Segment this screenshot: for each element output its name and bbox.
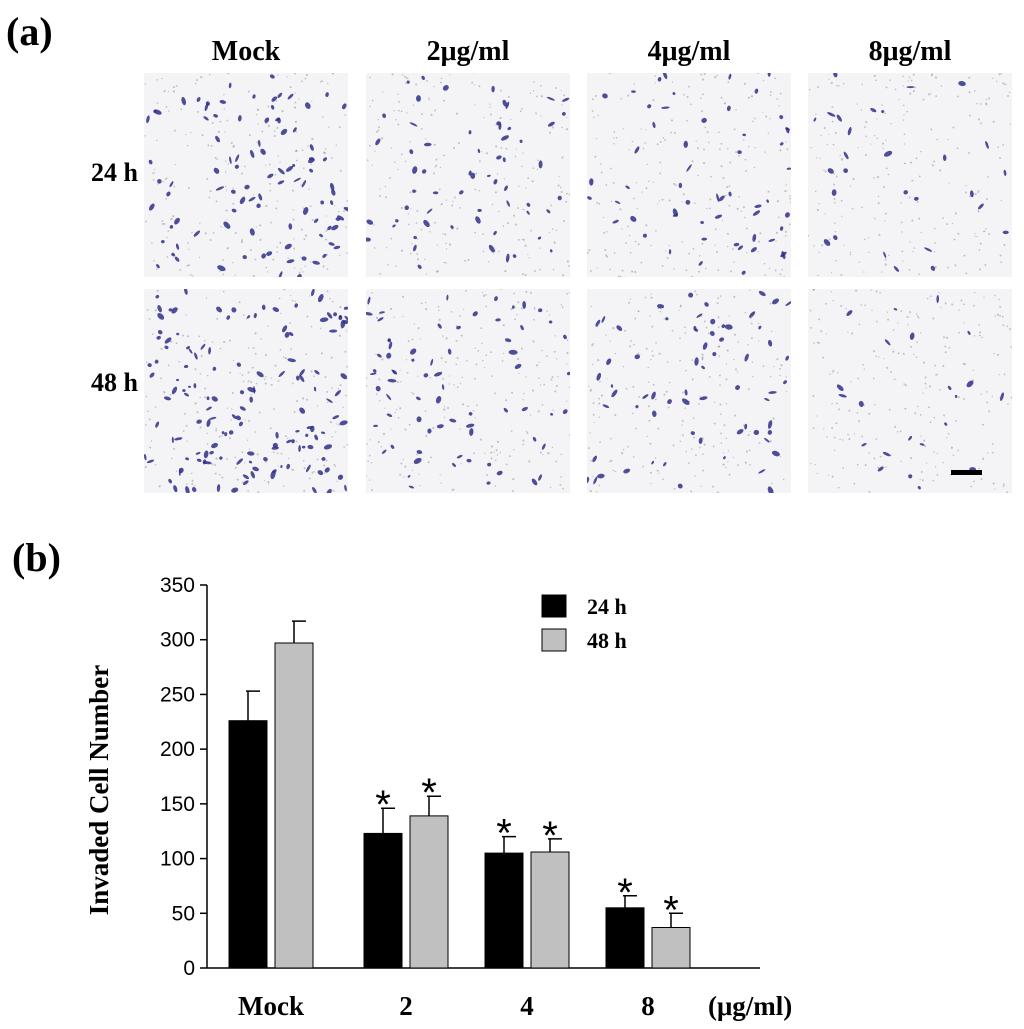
micrograph-24h-2ug: [366, 73, 570, 277]
significance-marker: *: [496, 812, 512, 856]
significance-marker: *: [542, 814, 558, 858]
column-header-mock: Mock: [211, 36, 281, 67]
y-tick-label: 250: [160, 683, 195, 706]
x-unit-label: (μg/ml): [708, 991, 792, 1021]
row-header-24h: 24 h: [91, 158, 138, 187]
bar-24h-8: [605, 907, 645, 969]
error-bar: [502, 835, 516, 854]
column-header-8ug: 8μg/ml: [868, 36, 952, 67]
micrograph-48h-8ug: [808, 289, 1012, 493]
micrograph-48h-2ug: [366, 289, 570, 493]
micrograph-24h-mock: [144, 73, 348, 277]
bar-chart: 0 50 100 150 200 250 300 350 Invaded Cell Number…: [84, 574, 792, 1021]
error-bar: [292, 620, 306, 643]
bar-48h-4: [530, 851, 570, 969]
micrograph-48h-4ug: [587, 289, 791, 493]
x-category-label: 8: [641, 991, 655, 1021]
y-axis-label: Invaded Cell Number: [84, 665, 114, 916]
error-bar: [246, 690, 260, 721]
column-header-2ug: 2μg/ml: [426, 36, 510, 67]
scale-bar: [951, 470, 982, 475]
error-bar: [427, 795, 441, 816]
micrograph-24h-8ug: [808, 73, 1012, 277]
x-category-label: Mock: [238, 991, 304, 1021]
bar-24h-Mock: [228, 720, 268, 969]
y-tick-label: 200: [160, 738, 195, 761]
x-category-label: 2: [399, 991, 413, 1021]
legend-label: 48 h: [587, 628, 627, 653]
y-tick-label: 50: [172, 902, 195, 925]
row-header-48h: 48 h: [91, 368, 138, 397]
legend-label: 24 h: [587, 594, 627, 619]
bar-24h-2: [363, 832, 403, 969]
micrograph-48h-mock: [144, 289, 348, 493]
bar-48h-Mock: [274, 642, 314, 969]
column-header-4ug: 4μg/ml: [647, 36, 731, 67]
legend-swatch: [541, 594, 567, 618]
error-bar: [381, 807, 395, 834]
error-bar: [669, 912, 683, 928]
y-tick-label: 150: [160, 793, 195, 816]
bar-48h-2: [409, 815, 449, 969]
significance-marker: *: [663, 888, 679, 932]
significance-marker: *: [421, 771, 437, 815]
x-category-label: 4: [520, 991, 534, 1021]
significance-marker: *: [617, 871, 633, 915]
y-tick-label: 100: [160, 848, 195, 871]
bar-24h-4: [484, 852, 524, 969]
y-tick-label: 300: [160, 629, 195, 652]
significance-marker: *: [375, 783, 391, 827]
y-tick-label: 350: [160, 574, 195, 597]
panel-a-label: (a): [6, 9, 53, 54]
error-bar: [548, 838, 562, 853]
error-bar: [623, 895, 637, 908]
micrograph-24h-4ug: [587, 73, 791, 277]
legend-swatch: [541, 628, 567, 652]
y-tick-label: 0: [183, 957, 195, 980]
panel-b-label: (b): [12, 535, 61, 580]
bar-48h-8: [651, 927, 691, 969]
